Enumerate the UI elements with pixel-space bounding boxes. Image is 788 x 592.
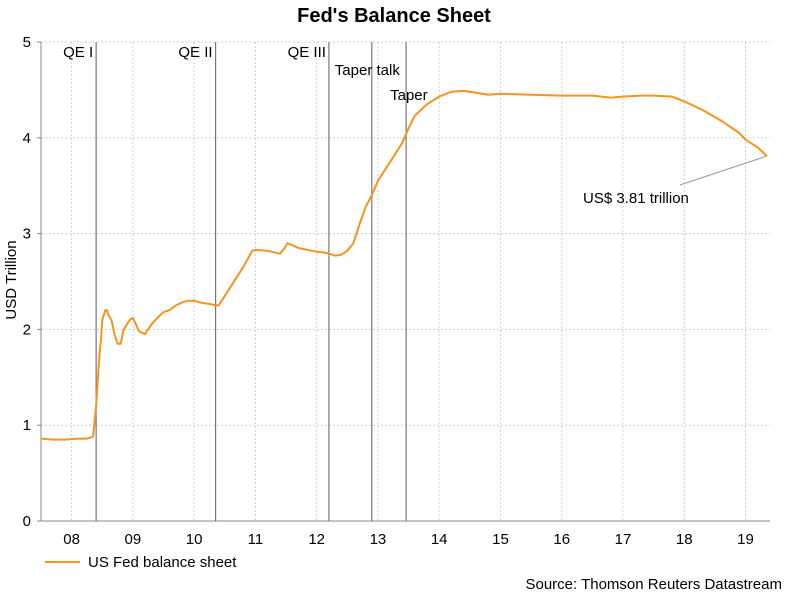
y-tick-label: 2	[23, 321, 31, 338]
y-tick-label: 3	[23, 226, 31, 243]
annotation-leader-line	[679, 155, 768, 186]
x-tick-label: 12	[308, 531, 325, 548]
gridlines	[41, 41, 770, 521]
series-line-fed-balance-sheet	[40, 89, 768, 441]
event-label: QE I	[63, 44, 93, 61]
x-tick-label: 15	[492, 531, 509, 548]
x-tick-label: 16	[553, 531, 570, 548]
x-tick-label: 11	[248, 531, 264, 548]
y-tick-label: 0	[23, 513, 31, 530]
legend: US Fed balance sheet	[45, 554, 237, 571]
x-tick-label: 08	[63, 531, 80, 548]
event-markers: QE I QE II QE III Taper talk Taper	[63, 42, 428, 521]
x-tick-label: 09	[125, 531, 142, 548]
y-axis-label: USD Trillion	[3, 240, 20, 319]
event-label: Taper	[390, 87, 428, 104]
y-tick-label: 5	[23, 34, 31, 51]
series-layer	[40, 89, 768, 441]
legend-label: US Fed balance sheet	[88, 554, 237, 571]
event-label: QE III	[288, 44, 326, 61]
annotation-group: US$ 3.81 trillion	[583, 155, 768, 207]
x-tick-label: 14	[431, 531, 448, 548]
x-tick-label: 10	[186, 531, 203, 548]
x-tick-label: 18	[676, 531, 693, 548]
source-note: Source: Thomson Reuters Datastream	[525, 576, 782, 592]
event-label: QE II	[178, 44, 212, 61]
x-tick-label: 13	[370, 531, 387, 548]
y-tick-label: 4	[23, 130, 31, 147]
x-tick-label: 17	[615, 531, 632, 548]
chart-title: Fed's Balance Sheet	[297, 5, 491, 27]
x-tick-label: 19	[737, 531, 754, 548]
y-tick-label: 1	[23, 417, 31, 434]
event-label: Taper talk	[335, 62, 401, 79]
axes	[37, 41, 770, 522]
annotation-text: US$ 3.81 trillion	[583, 190, 689, 207]
